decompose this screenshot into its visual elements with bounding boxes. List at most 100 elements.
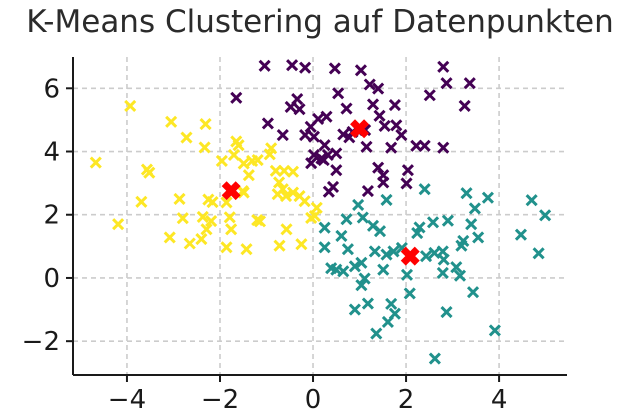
data-point-cluster-yellow [295,238,308,251]
data-point-cluster-teal [468,202,481,215]
data-point-cluster-purple [299,129,312,142]
data-point-cluster-purple [261,117,274,130]
data-point-cluster-teal [441,214,454,227]
data-point-cluster-purple [437,60,450,73]
data-point-cluster-yellow [273,176,286,189]
data-point-cluster-teal [381,315,394,328]
data-point-cluster-yellow [173,192,186,205]
data-point-cluster-yellow [220,241,233,254]
data-point-cluster-purple [307,130,321,143]
data-point-cluster-purple [230,91,243,104]
data-point-cluster-teal [385,297,398,310]
x-tick-label: 2 [398,385,415,415]
data-point-cluster-yellow [286,165,300,178]
data-point-cluster-purple [400,177,413,190]
data-point-cluster-teal [525,194,538,207]
data-point-cluster-teal [318,221,331,234]
y-tick-label: 4 [43,138,60,168]
data-point-cluster-purple [401,164,414,177]
data-point-cluster-teal [355,256,368,269]
data-point-cluster-teal [539,209,552,222]
data-point-cluster-yellow [215,154,228,168]
data-point-cluster-purple [440,77,453,90]
data-point-cluster-purple [284,100,297,114]
data-point-cluster-purple [328,62,341,75]
data-point-cluster-teal [370,327,383,340]
data-point-cluster-teal [377,263,390,276]
data-point-cluster-yellow [195,233,208,246]
data-point-cluster-teal [368,245,381,258]
data-point-cluster-teal [419,250,433,263]
data-point-cluster-teal [348,260,361,273]
x-tick-label: 4 [491,385,508,415]
data-point-cluster-purple [378,119,391,132]
data-point-cluster-purple [299,61,312,74]
data-point-cluster-yellow [223,211,236,224]
data-point-cluster-teal [440,306,453,319]
data-point-cluster-purple [330,164,343,177]
x-tick-label: −4 [108,385,146,415]
data-point-cluster-purple [372,82,385,95]
data-point-cluster-teal [428,352,441,365]
data-point-cluster-teal [358,272,371,285]
data-point-cluster-purple [437,141,450,154]
data-point-cluster-purple [307,148,321,162]
data-point-cluster-teal [337,265,350,278]
data-point-cluster-purple [458,99,471,113]
data-point-cluster-purple [305,157,318,170]
data-point-cluster-yellow [310,201,323,214]
data-point-cluster-purple [423,89,436,102]
data-point-cluster-yellow [163,231,176,244]
data-point-cluster-teal [436,266,449,279]
data-point-cluster-teal [352,198,365,211]
data-point-cluster-teal [460,187,473,200]
data-point-cluster-yellow [199,117,212,131]
data-point-cluster-yellow [220,196,233,209]
data-point-cluster-yellow [240,243,253,256]
data-point-cluster-teal [426,216,440,229]
data-point-cluster-yellow [200,223,213,236]
y-tick-label: 2 [43,201,60,231]
data-point-cluster-yellow [143,166,156,179]
data-point-cluster-yellow [286,186,300,199]
data-point-cluster-yellow [112,218,125,231]
data-point-cluster-purple [360,140,373,153]
x-tick-label: −2 [201,385,239,415]
data-point-cluster-yellow [298,195,311,208]
data-point-cluster-purple [318,139,331,152]
data-point-cluster-yellow [180,131,193,144]
data-point-cluster-teal [481,191,494,204]
data-point-cluster-purple [418,139,431,152]
data-point-cluster-yellow [176,212,189,225]
data-point-cluster-yellow [135,195,148,208]
data-point-cluster-yellow [165,115,178,128]
data-point-cluster-yellow [196,210,209,224]
data-point-cluster-purple [337,128,350,141]
data-point-cluster-yellow [280,223,293,236]
data-point-cluster-teal [355,279,368,292]
data-point-cluster-teal [532,247,545,260]
data-point-cluster-yellow [227,148,241,162]
data-point-cluster-purple [463,77,476,90]
data-point-cluster-teal [348,303,361,316]
data-point-cluster-purple [340,102,353,115]
data-point-cluster-purple [363,78,376,91]
data-point-cluster-yellow [206,196,219,209]
data-point-cluster-teal [361,297,374,310]
data-point-cluster-yellow [251,153,264,167]
centroid-marker [221,181,241,201]
data-point-cluster-teal [466,286,480,299]
data-point-cluster-teal [488,324,501,337]
data-point-cluster-teal [453,269,467,282]
data-point-cluster-teal [418,183,431,196]
data-point-cluster-yellow [225,223,238,236]
data-point-cluster-teal [455,239,468,252]
data-point-cluster-purple [317,153,330,167]
data-point-cluster-purple [293,103,306,116]
data-point-cluster-purple [388,98,401,112]
data-point-cluster-purple [366,98,380,111]
data-point-cluster-yellow [205,214,218,228]
y-tick-label: 6 [43,74,60,104]
